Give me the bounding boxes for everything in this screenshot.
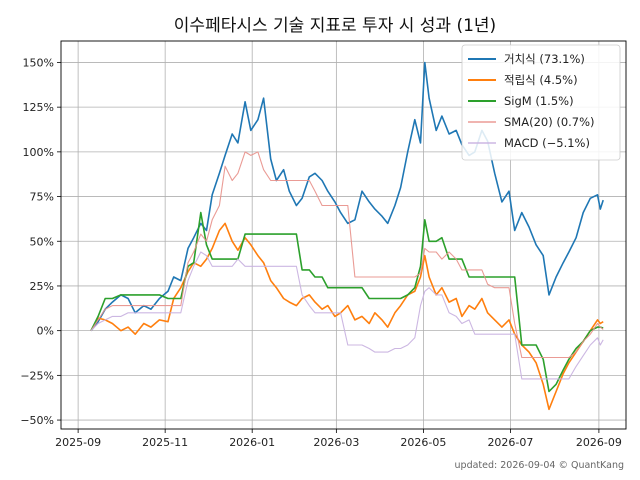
legend: 거치식 (73.1%) 적립식 (4.5%) SigM (1.5%) SMA(20) … bbox=[461, 44, 621, 161]
y-tick-label: −25% bbox=[20, 369, 54, 382]
axes: −50% −25% 0% 25% 50% 75% 100% 125% 150% 2025-09 20… bbox=[20, 40, 627, 449]
legend-box bbox=[461, 44, 621, 161]
series-lines bbox=[90, 61, 604, 411]
series-line-3 bbox=[90, 211, 604, 393]
x-tick-label: 2026-01 bbox=[229, 436, 275, 449]
y-tick-label: 75% bbox=[30, 191, 54, 204]
y-tick-label: 125% bbox=[23, 101, 54, 114]
x-tick-label: 2026-07 bbox=[487, 436, 533, 449]
legend-label: 적립식 (4.5%) bbox=[504, 73, 578, 87]
plot-frame bbox=[60, 40, 627, 430]
y-tick-label: 25% bbox=[30, 280, 54, 293]
legend-label: MACD (−5.1%) bbox=[504, 136, 590, 150]
y-tick-label: −50% bbox=[20, 414, 54, 427]
series-line-1 bbox=[90, 61, 604, 332]
y-tick-label: 100% bbox=[23, 146, 54, 159]
footer-credit: updated: 2026-09-04 © QuantKang bbox=[455, 460, 624, 471]
y-tick-label: 150% bbox=[23, 56, 54, 69]
legend-label: SigM (1.5%) bbox=[504, 94, 574, 108]
chart-title: 이수페타시스 기술 지표로 투자 시 성과 (1년) bbox=[174, 16, 496, 36]
series-line-4 bbox=[90, 151, 604, 359]
series-line-2 bbox=[90, 222, 604, 411]
series-line-5 bbox=[90, 251, 604, 380]
x-tick-label: 2026-09 bbox=[576, 436, 622, 449]
x-tick-label: 2025-11 bbox=[142, 436, 188, 449]
x-tick-label: 2026-05 bbox=[400, 436, 446, 449]
y-tick-label: 50% bbox=[30, 235, 54, 248]
legend-label: 거치식 (73.1%) bbox=[504, 52, 585, 66]
legend-label: SMA(20) (0.7%) bbox=[504, 115, 595, 129]
y-tick-label: 0% bbox=[37, 325, 54, 338]
x-tick-label: 2026-03 bbox=[313, 436, 359, 449]
x-tick-label: 2025-09 bbox=[55, 436, 101, 449]
